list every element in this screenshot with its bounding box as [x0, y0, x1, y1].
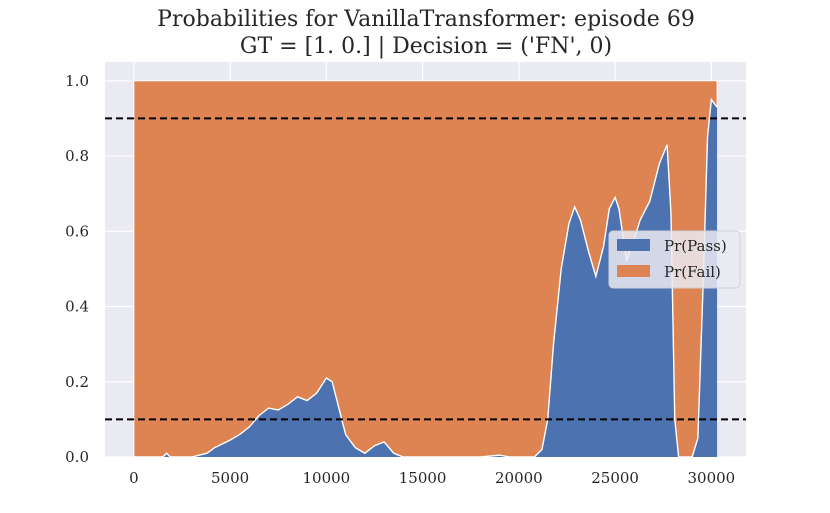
- area-pr-pass: [133, 99, 718, 457]
- x-tick-label: 0: [129, 469, 139, 487]
- legend: Pr(Pass) Pr(Fail): [608, 230, 741, 289]
- x-tick-label: 25000: [591, 469, 639, 487]
- y-axis-ticks: 0.0 0.2 0.4 0.6 0.8 1.0: [65, 72, 89, 466]
- x-tick-label: 30000: [687, 469, 735, 487]
- legend-swatch: [617, 239, 650, 251]
- threshold-lines: [105, 117, 746, 421]
- legend-label: Pr(Pass): [664, 237, 727, 255]
- x-tick-label: 10000: [303, 469, 351, 487]
- x-tick-label: 5000: [211, 469, 249, 487]
- y-tick-label: 0.4: [65, 298, 89, 316]
- legend-swatch: [617, 265, 650, 277]
- pass-boundary-line: [133, 97, 718, 458]
- y-tick-label: 0.0: [65, 448, 89, 466]
- y-tick-label: 1.0: [65, 72, 89, 90]
- y-tick-label: 0.8: [65, 147, 89, 165]
- chart-title: Probabilities for VanillaTransformer: ep…: [157, 7, 695, 32]
- x-axis-ticks: 0 5000 10000 15000 20000 25000 30000: [129, 469, 735, 487]
- x-tick-label: 20000: [495, 469, 543, 487]
- x-tick-label: 15000: [399, 469, 447, 487]
- area-series: [133, 80, 718, 458]
- legend-label: Pr(Fail): [664, 263, 721, 281]
- chart-subtitle: GT = [1. 0.] | Decision = ('FN', 0): [240, 34, 612, 59]
- y-tick-label: 0.2: [65, 373, 89, 391]
- y-tick-label: 0.6: [65, 222, 89, 240]
